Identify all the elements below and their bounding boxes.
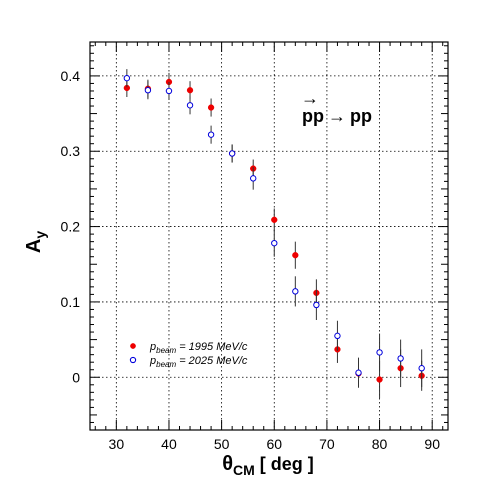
data-point bbox=[228, 150, 236, 157]
legend-1995-sub: beam bbox=[156, 346, 176, 355]
x-axis-title-sub: CM bbox=[233, 462, 255, 478]
tick-labels: 30 40 50 60 70 80 90 0 0.1 0.2 0.3 0.4 bbox=[61, 68, 441, 452]
x-tick-label: 50 bbox=[214, 436, 230, 452]
x-tick-label: 40 bbox=[161, 436, 177, 452]
y-axis-title: Ay bbox=[23, 231, 48, 253]
reaction-lhs: pp bbox=[302, 106, 324, 126]
plot-frame bbox=[89, 41, 449, 431]
y-tick-label: 0.2 bbox=[61, 219, 81, 235]
reaction-arrow: → bbox=[328, 106, 346, 126]
data-point bbox=[250, 175, 257, 182]
reaction-rhs: pp bbox=[350, 106, 372, 126]
legend-2025-main: p bbox=[149, 355, 156, 367]
data-point bbox=[292, 288, 299, 295]
legend-marker-2025 bbox=[129, 356, 137, 364]
legend-2025-rest: = 2025 MeV/c bbox=[176, 355, 248, 367]
x-tick-label: 30 bbox=[109, 436, 125, 452]
data-point bbox=[186, 102, 194, 109]
legend-label-2025: pbeam = 2025 MeV/c bbox=[149, 355, 248, 369]
data-point bbox=[207, 104, 215, 111]
legend: pbeam = 1995 MeV/c pbeam = 2025 MeV/c bbox=[129, 341, 248, 369]
data-point bbox=[397, 355, 404, 362]
data-point bbox=[207, 131, 215, 138]
x-axis-title-main: θ bbox=[222, 453, 233, 475]
data-point bbox=[334, 332, 341, 340]
data-marks bbox=[123, 69, 425, 399]
y-axis-title-main: A bbox=[23, 239, 45, 253]
reaction-text: pp → pp bbox=[302, 106, 372, 126]
x-tick-label: 60 bbox=[266, 436, 282, 452]
x-tick-label: 70 bbox=[319, 436, 335, 452]
x-axis-title-unit: [ deg ] bbox=[255, 454, 314, 474]
y-tick-label: 0 bbox=[72, 369, 80, 385]
data-point bbox=[292, 252, 299, 259]
reaction-annotation: → pp → pp bbox=[301, 88, 372, 126]
x-tick-label: 90 bbox=[424, 436, 440, 452]
y-axis-title-sub: y bbox=[32, 231, 48, 239]
data-point bbox=[165, 87, 173, 95]
data-point bbox=[313, 301, 320, 309]
y-tick-label: 0.1 bbox=[61, 294, 81, 310]
data-point bbox=[376, 376, 383, 383]
grid-lines bbox=[90, 42, 448, 430]
y-tick-label: 0.3 bbox=[61, 143, 81, 159]
legend-marker-1995 bbox=[130, 343, 136, 349]
data-point bbox=[271, 239, 278, 247]
x-tick-label: 80 bbox=[372, 436, 388, 452]
x-axis-title: θCM [ deg ] bbox=[222, 453, 314, 478]
data-point bbox=[186, 87, 194, 94]
legend-2025-sub: beam bbox=[156, 360, 176, 369]
y-tick-label: 0.4 bbox=[61, 68, 81, 84]
series-2025 bbox=[123, 69, 425, 388]
legend-1995-rest: = 1995 MeV/c bbox=[176, 341, 248, 353]
data-point bbox=[123, 74, 131, 82]
data-point bbox=[144, 87, 152, 94]
legend-label-1995: pbeam = 1995 MeV/c bbox=[149, 341, 248, 355]
data-point bbox=[355, 369, 362, 376]
data-point bbox=[376, 349, 383, 356]
legend-1995-main: p bbox=[149, 341, 156, 353]
axis-ticks bbox=[90, 42, 448, 431]
polarization-arrow: → bbox=[301, 88, 319, 108]
data-point bbox=[418, 365, 425, 372]
data-point bbox=[271, 216, 278, 223]
